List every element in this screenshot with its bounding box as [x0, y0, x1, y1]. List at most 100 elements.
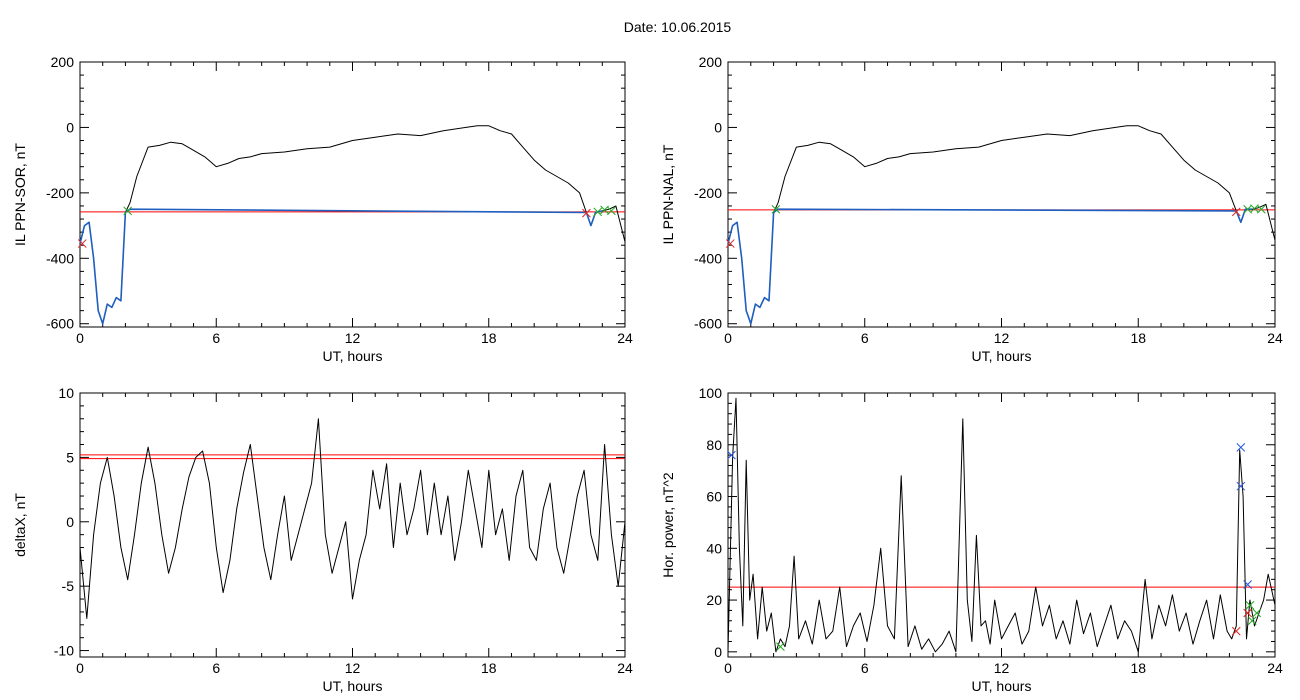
marker-green: [607, 206, 616, 216]
marker-stroke: [1252, 608, 1262, 618]
marker-stroke: [1256, 204, 1266, 214]
marker-stroke: [123, 206, 133, 216]
fit-line: [727, 208, 1253, 325]
y-tick-label: -400: [46, 250, 74, 266]
marker-stroke: [1247, 616, 1257, 626]
x-axis-label: UT, hours: [323, 348, 383, 364]
y-axis-label: deltaX, nT: [12, 493, 28, 557]
y-tick-label: 0: [66, 514, 74, 530]
x-tick-label: 6: [861, 660, 869, 676]
marker-stroke: [776, 642, 785, 652]
marker-stroke: [1236, 481, 1246, 491]
x-tick-label: 18: [1130, 660, 1146, 676]
marker-blue: [1243, 580, 1253, 589]
y-tick-label: -200: [46, 185, 74, 201]
y-tick-label: 40: [706, 540, 722, 556]
x-axis-label: UT, hours: [972, 348, 1032, 364]
x-tick-label: 24: [617, 660, 633, 676]
x-tick-label: 0: [76, 330, 84, 346]
y-tick-label: 200: [699, 54, 723, 70]
x-tick-label: 0: [724, 330, 732, 346]
marker-blue: [1236, 481, 1246, 491]
y-tick-label: -600: [694, 316, 722, 332]
marker-stroke: [1243, 204, 1253, 214]
chart-hor-power: 0 6 12 18 24 0 20 40 60 80 100 UT, hours Hor. power,…: [660, 385, 1283, 694]
chart-deltax: 0 6 12 18 24 -10 -5 0 5 10 UT, hours deltaX, nT: [12, 385, 633, 694]
x-axis-label: UT, hours: [972, 678, 1032, 694]
y-tick-label: 20: [706, 592, 722, 608]
marker-stroke: [1236, 442, 1246, 452]
y-tick-label: 0: [714, 644, 722, 660]
x-tick-label: 18: [481, 330, 497, 346]
data-line: [79, 418, 626, 619]
x-tick-label: 24: [617, 330, 633, 346]
marker-stroke: [1250, 204, 1259, 213]
chart-il-ppn-nal: 0 6 12 18 24 -600 -400 -200 0 200 UT, hours IL PPN-…: [660, 54, 1283, 364]
marker-stroke: [1243, 608, 1253, 618]
marker-stroke: [1243, 580, 1253, 589]
x-tick-label: 12: [994, 660, 1010, 676]
x-tick-label: 0: [724, 660, 732, 676]
marker-red: [1243, 608, 1253, 618]
x-tick-label: 12: [994, 330, 1010, 346]
marker-red: [77, 239, 87, 248]
marker-red: [1231, 207, 1241, 217]
marker-red: [582, 208, 591, 218]
y-tick-label: 10: [58, 385, 74, 401]
y-tick-label: 0: [66, 119, 74, 135]
marker-stroke: [77, 239, 87, 248]
marker-green: [593, 207, 603, 217]
marker-stroke: [725, 239, 735, 248]
marker-stroke: [771, 204, 781, 214]
plot-frame: [727, 61, 1276, 328]
x-tick-label: 0: [76, 660, 84, 676]
data-line: [727, 125, 1276, 325]
x-tick-label: 18: [481, 660, 497, 676]
marker-green: [1247, 616, 1257, 626]
x-tick-label: 12: [345, 330, 361, 346]
x-tick-label: 6: [212, 330, 220, 346]
y-axis-label: IL PPN-SOR, nT: [12, 143, 28, 246]
chart-il-ppn-sor: 0 6 12 18 24 -600 -400 -200 0 200 UT, hours IL PPN-…: [12, 54, 633, 364]
marker-green: [776, 642, 785, 652]
marker-green: [1243, 204, 1253, 214]
fit-line: [79, 208, 603, 325]
y-tick-label: -400: [694, 250, 722, 266]
x-axis-label: UT, hours: [323, 678, 383, 694]
y-axis-label: IL PPN-NAL, nT: [660, 144, 676, 244]
marker-green: [771, 204, 781, 214]
data-line: [79, 125, 626, 325]
marker-green: [123, 206, 133, 216]
marker-green: [1250, 204, 1259, 213]
marker-stroke: [727, 450, 736, 460]
plot-frame: [79, 61, 626, 328]
y-tick-label: 0: [714, 119, 722, 135]
plot-frame: [79, 392, 626, 658]
y-tick-label: -10: [54, 643, 74, 659]
x-tick-label: 12: [345, 660, 361, 676]
y-tick-label: 60: [706, 489, 722, 505]
marker-stroke: [582, 208, 591, 218]
y-tick-label: 100: [699, 385, 723, 401]
marker-green: [1256, 204, 1266, 214]
y-tick-label: -200: [694, 185, 722, 201]
marker-stroke: [593, 207, 603, 217]
x-tick-label: 24: [1267, 330, 1283, 346]
marker-green: [1252, 608, 1262, 618]
marker-blue: [727, 450, 736, 460]
x-tick-label: 24: [1267, 660, 1283, 676]
y-tick-label: -600: [46, 316, 74, 332]
y-tick-label: -5: [62, 578, 75, 594]
y-axis-label: Hor. power, nT^2: [660, 472, 676, 578]
x-tick-label: 6: [861, 330, 869, 346]
marker-red: [725, 239, 735, 248]
marker-green: [1245, 600, 1255, 610]
y-tick-label: 200: [51, 54, 75, 70]
page-title: Date: 10.06.2015: [623, 19, 732, 35]
data-line: [727, 397, 1276, 653]
x-tick-label: 18: [1130, 330, 1146, 346]
marker-stroke: [1231, 626, 1241, 636]
marker-blue: [1236, 442, 1246, 452]
marker-stroke: [1245, 600, 1255, 610]
